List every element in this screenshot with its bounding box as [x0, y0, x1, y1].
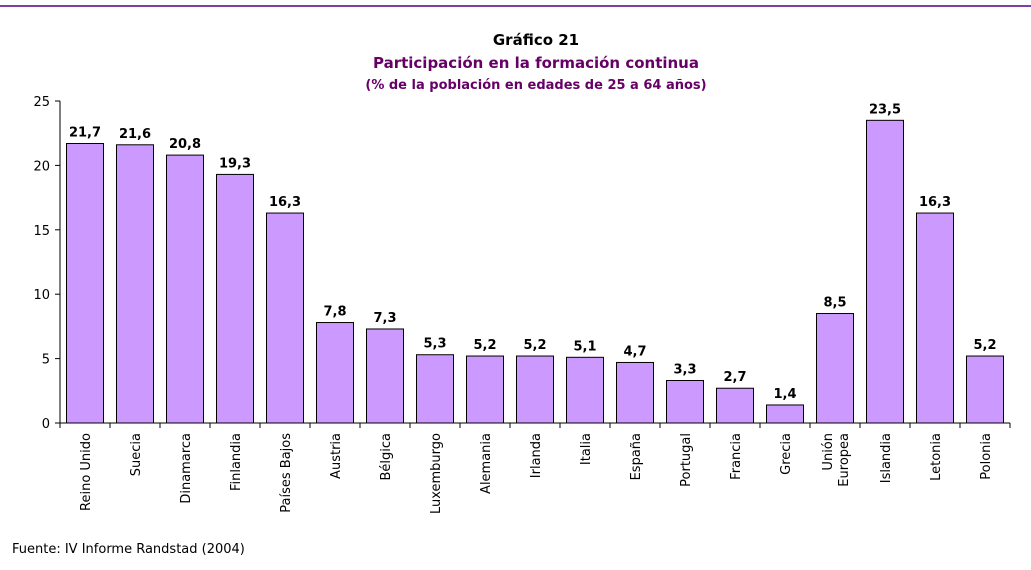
x-tick-label: Islandia — [879, 433, 894, 483]
x-tick-label: UniónEuropea — [821, 433, 852, 487]
value-label: 21,6 — [119, 127, 151, 142]
bar — [316, 322, 354, 424]
source: Fuente: IV Informe Randstad (2004) — [12, 542, 245, 557]
bar — [66, 143, 104, 424]
top-rule — [0, 5, 1031, 7]
x-tick-label: Portugal — [679, 433, 694, 487]
y-tick-label: 10 — [33, 288, 50, 303]
value-label: 20,8 — [169, 137, 201, 152]
x-tick-label: Italia — [579, 433, 594, 465]
x-tick-label: Reino Unido — [79, 433, 94, 511]
value-label: 5,2 — [973, 338, 996, 353]
bar — [966, 355, 1004, 424]
chart-subtitle: Participación en la formación continua — [373, 54, 699, 72]
bar — [266, 212, 304, 424]
value-label: 16,3 — [269, 195, 301, 210]
x-tick-label: Luxemburgo — [429, 433, 444, 514]
x-tick-label: Irlanda — [529, 433, 544, 478]
bar — [166, 154, 204, 424]
bar — [216, 173, 254, 424]
chart-subtitle2: (% de la población en edades de 25 a 64 … — [365, 78, 706, 93]
value-label: 5,1 — [573, 339, 596, 354]
y-tick-label: 5 — [42, 353, 50, 368]
value-label: 7,3 — [373, 311, 396, 326]
x-tick-label: Austria — [329, 433, 344, 479]
value-label: 5,2 — [473, 338, 496, 353]
bar — [716, 387, 754, 424]
value-label: 16,3 — [919, 195, 951, 210]
value-label: 3,3 — [673, 362, 696, 377]
y-tick-label: 15 — [33, 224, 50, 239]
x-tick-label: España — [629, 433, 644, 480]
bar — [466, 355, 504, 424]
value-label: 2,7 — [723, 370, 746, 385]
value-label: 21,7 — [69, 126, 101, 141]
value-label: 23,5 — [869, 102, 901, 117]
bar — [916, 212, 954, 424]
x-tick-label: Grecia — [779, 433, 794, 475]
value-label: 5,2 — [523, 338, 546, 353]
x-tick-label: Polonia — [979, 433, 994, 480]
bar — [516, 355, 554, 424]
y-tick-label: 25 — [33, 95, 50, 110]
y-tick-label: 0 — [42, 417, 50, 432]
x-tick-label: Suecia — [129, 433, 144, 476]
bar — [666, 379, 704, 424]
value-label: 19,3 — [219, 156, 251, 171]
bar — [816, 313, 854, 424]
bar — [366, 328, 404, 424]
x-tick-label: Dinamarca — [179, 433, 194, 504]
y-tick-label: 20 — [33, 159, 50, 174]
value-label: 8,5 — [823, 296, 846, 311]
bar — [616, 361, 654, 424]
value-label: 4,7 — [623, 344, 646, 359]
x-tick-label: Finlandia — [229, 433, 244, 491]
value-label: 1,4 — [773, 387, 796, 402]
bar — [566, 356, 604, 424]
x-tick-label: Bélgica — [379, 433, 394, 481]
x-tick-label: Alemania — [479, 433, 494, 494]
bar — [116, 144, 154, 424]
value-label: 5,3 — [423, 337, 446, 352]
bar — [866, 119, 904, 424]
bar — [416, 354, 454, 424]
x-tick-label: Letonia — [929, 433, 944, 481]
x-tick-label: Francia — [729, 433, 744, 480]
chart-title: Gráfico 21 — [493, 31, 579, 49]
x-tick-label: Países Bajos — [279, 433, 294, 513]
bar — [766, 404, 804, 424]
value-label: 7,8 — [323, 305, 346, 320]
